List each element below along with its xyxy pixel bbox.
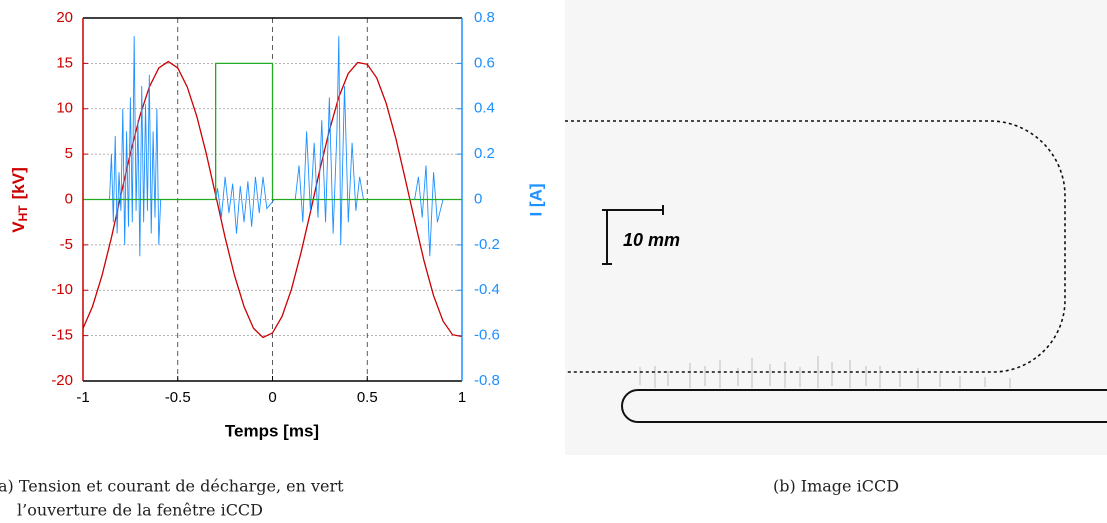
discharge-filaments [639,356,1011,388]
y-tick-label: 0 [65,190,73,207]
series-line [83,62,462,201]
y-tick-label: -5 [60,236,73,253]
dashed-outline [565,120,1066,373]
y-tick-label: -20 [51,372,73,389]
y-tick-label: 15 [56,54,73,71]
series-line [83,36,462,257]
y-tick-label: 20 [56,9,73,26]
y-tick-label: -15 [51,327,73,344]
y2-tick-label: -0.8 [474,372,500,389]
x-tick-label: 0 [268,389,276,406]
y-tick-label: -10 [51,281,73,298]
caption-a: a) Tension et courant de décharge, en ve… [0,477,344,496]
y2-tick-label: -0.2 [474,236,500,253]
scale-bar [602,205,664,265]
y-label-unit: [kV] [9,167,28,199]
y2-tick-label: 0.4 [474,100,495,117]
x-tick-label: 1 [458,389,466,406]
y-tick-label: 10 [56,100,73,117]
caption-a: l’ouverture de la fenêtre iCCD [17,501,263,520]
y2-axis-label: I [A] [526,183,545,216]
y2-tick-label: 0 [474,190,482,207]
iccd-image: 10 mm [565,0,1107,455]
x-axis-label: Temps [ms] [225,421,319,440]
y2-tick-label: 0.8 [474,9,495,26]
electrode [621,389,1107,423]
y2-tick-label: 0.2 [474,145,495,162]
x-tick-label: 0.5 [357,389,378,406]
y-tick-label: 5 [65,145,73,162]
y2-tick-label: -0.6 [474,327,500,344]
y2-tick-label: -0.4 [474,281,500,298]
scale-label: 10 mm [623,230,680,250]
y-label-main: V [9,221,28,233]
x-tick-label: -0.5 [165,389,191,406]
y2-tick-label: 0.6 [474,54,495,71]
y-axis-label: VHT [kV] [9,167,30,232]
y-label-sub: HT [16,205,30,222]
x-tick-label: -1 [76,389,89,406]
series-line [82,60,463,339]
image-background [565,0,1107,455]
caption-b: (b) Image iCCD [773,477,899,496]
